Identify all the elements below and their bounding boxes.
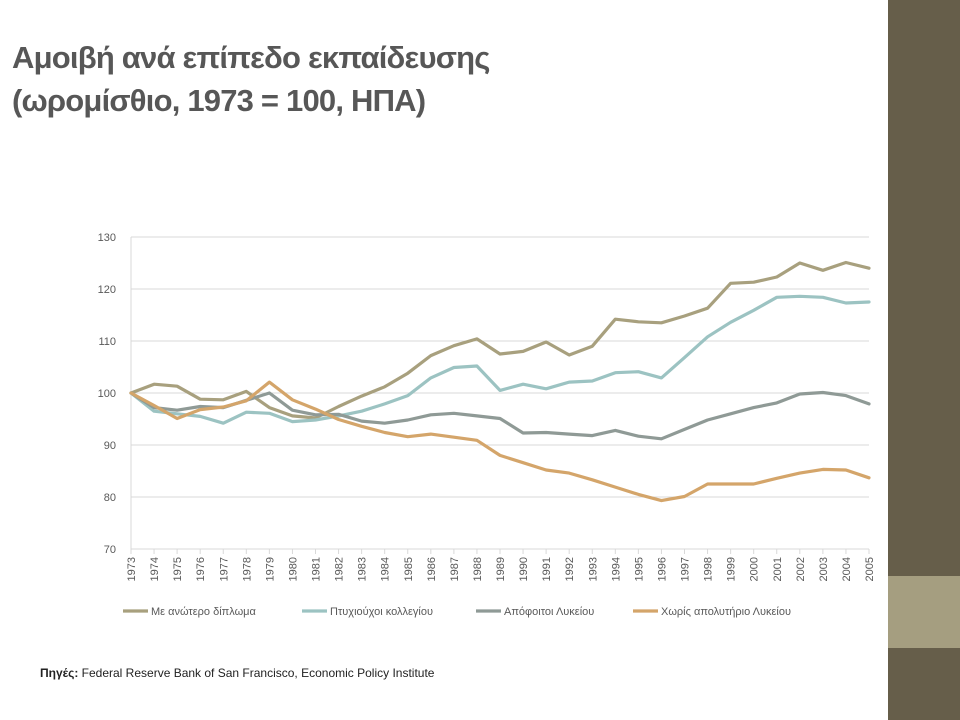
x-tick-label-2003: 2003 <box>818 557 830 581</box>
x-tick-label-1984: 1984 <box>380 557 392 581</box>
y-tick-label-120: 120 <box>98 284 116 296</box>
legend-label-4: Χωρίς απολυτήριο Λυκείου <box>661 606 791 618</box>
y-tick-label-90: 90 <box>104 440 116 452</box>
source-note: Πηγές: Federal Reserve Bank of San Franc… <box>40 666 434 680</box>
gridlines <box>130 236 870 554</box>
slide-title-line-1: Αμοιβή ανά επίπεδο εκπαίδευσης <box>12 40 490 75</box>
x-tick-label-1986: 1986 <box>426 557 438 581</box>
x-tick-label-1978: 1978 <box>241 557 253 581</box>
y-tick-label-70: 70 <box>104 544 116 556</box>
x-tick-label-1990: 1990 <box>518 557 530 581</box>
legend-label-1: Με ανώτερο δίπλωμα <box>151 606 257 618</box>
series-line-2 <box>129 294 871 425</box>
x-tick-label-1983: 1983 <box>357 557 369 581</box>
x-tick-label-1994: 1994 <box>610 557 622 581</box>
y-tick-label-110: 110 <box>98 336 116 348</box>
series-lines <box>129 260 871 503</box>
x-tick-label-1976: 1976 <box>195 557 207 581</box>
legend: Με ανώτερο δίπλωμα Πτυχιούχοι κολλεγίου Απ… <box>123 606 791 618</box>
y-tick-label-100: 100 <box>98 388 116 400</box>
x-tick-label-1998: 1998 <box>703 557 715 581</box>
x-tick-label-1988: 1988 <box>472 557 484 581</box>
x-tick-label-1989: 1989 <box>495 557 507 581</box>
x-tick-label-1979: 1979 <box>264 557 276 581</box>
legend-label-3: Απόφοιτοι Λυκείου <box>504 606 594 618</box>
x-tick-label-2000: 2000 <box>749 557 761 581</box>
x-tick-label-1991: 1991 <box>541 557 553 581</box>
x-tick-label-1993: 1993 <box>587 557 599 581</box>
x-tick-label-1985: 1985 <box>403 557 415 581</box>
x-tick-label-1999: 1999 <box>726 557 738 581</box>
x-tick-label-1981: 1981 <box>311 557 323 581</box>
x-tick-label-1973: 1973 <box>126 557 138 581</box>
sidebar-accent-band <box>888 576 960 648</box>
slide-title-line-2: (ωρομίσθιο, 1973 = 100, ΗΠΑ) <box>12 83 426 118</box>
y-axis-tick-labels: 70 80 90 100 110 120 130 <box>98 232 116 556</box>
source-text: Federal Reserve Bank of San Francisco, E… <box>78 666 435 680</box>
source-label: Πηγές: <box>40 666 79 680</box>
x-tick-label-2005: 2005 <box>864 557 876 581</box>
x-tick-label-1975: 1975 <box>172 557 184 581</box>
legend-label-2: Πτυχιούχοι κολλεγίου <box>330 606 433 618</box>
x-tick-label-2004: 2004 <box>841 557 853 581</box>
y-tick-label-130: 130 <box>98 232 116 244</box>
x-axis-tick-labels: 1973 1974 1975 1976 1977 1978 1979 1980 1981 1982… <box>126 557 876 581</box>
x-tick-label-1977: 1977 <box>218 557 230 581</box>
series-line-3 <box>129 390 871 441</box>
x-tick-label-1992: 1992 <box>564 557 576 581</box>
x-tick-label-1980: 1980 <box>287 557 299 581</box>
y-tick-label-80: 80 <box>104 492 116 504</box>
slide-title: Αμοιβή ανά επίπεδο εκπαίδευσης (ωρομίσθι… <box>12 36 490 122</box>
series-line-1 <box>129 260 871 420</box>
x-tick-label-1996: 1996 <box>656 557 668 581</box>
series-line-4 <box>129 380 871 503</box>
x-tick-label-2002: 2002 <box>795 557 807 581</box>
x-tick-label-1974: 1974 <box>149 557 161 581</box>
x-tick-label-1982: 1982 <box>334 557 346 581</box>
x-tick-label-1995: 1995 <box>633 557 645 581</box>
x-tick-label-1987: 1987 <box>449 557 461 581</box>
x-tick-label-1997: 1997 <box>680 557 692 581</box>
x-tick-label-2001: 2001 <box>772 557 784 581</box>
